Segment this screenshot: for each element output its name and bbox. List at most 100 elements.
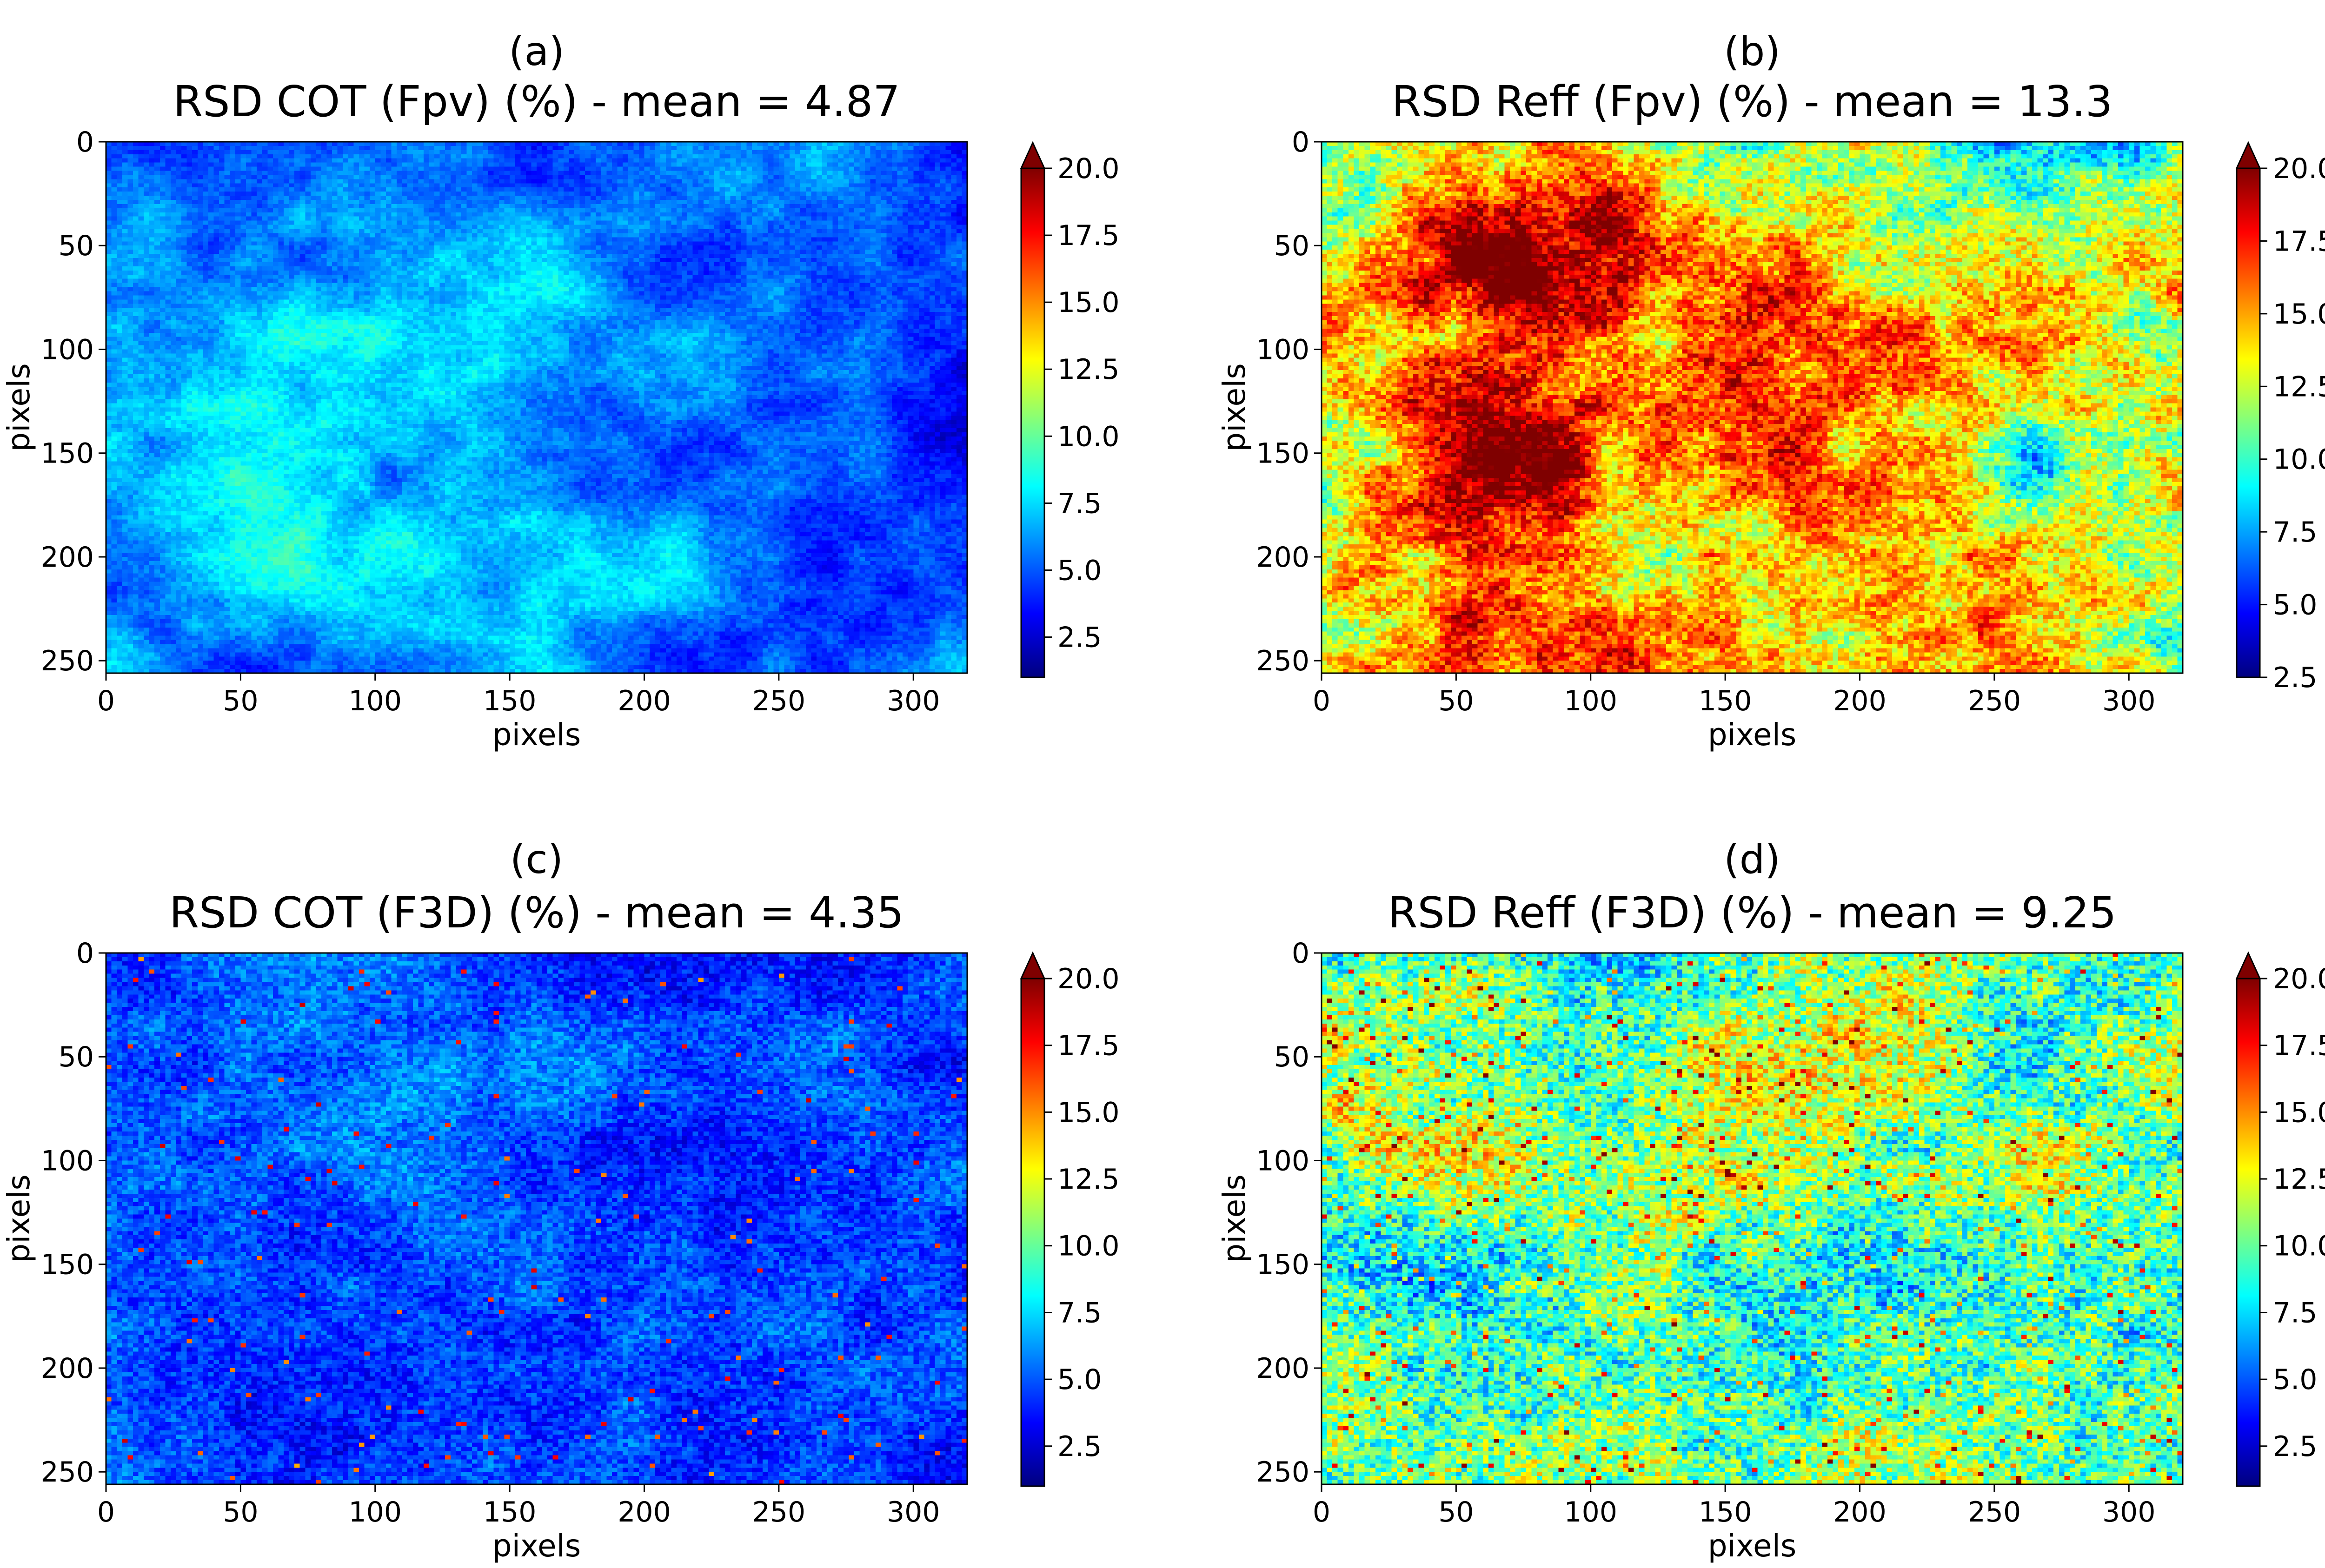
panel-a: (a)RSD COT (Fpv) (%) - mean = 4.87 0 50 100… (1, 28, 1120, 753)
colorbar-tick-label: 20.0 (1057, 152, 1120, 185)
axes-frame (1321, 141, 2184, 674)
colorbar-tick-label: 15.0 (2273, 1096, 2325, 1129)
colorbar-gradient (2237, 979, 2260, 1486)
y-tick-label: 150 (40, 1249, 94, 1281)
x-axis-label: pixels (492, 1528, 581, 1564)
heatmap-image (106, 142, 967, 673)
colorbar-extend-arrow (2235, 141, 2261, 169)
y-tick-label: 250 (1256, 1456, 1309, 1489)
y-tick-label: 200 (40, 541, 94, 574)
heatmap-image (1322, 142, 2183, 673)
colorbar-tick-label: 5.0 (1057, 1363, 1102, 1396)
colorbar-tick-label: 7.5 (2273, 1297, 2317, 1329)
y-tick-label: 0 (1292, 937, 1309, 970)
y-tick-label: 150 (40, 437, 94, 470)
colorbar-frame (2236, 168, 2261, 678)
colorbar-tick-label: 20.0 (2273, 963, 2325, 995)
colorbar-tick-label: 15.0 (1057, 286, 1120, 319)
x-tick-label: 250 (1968, 1496, 2021, 1528)
x-tick-label: 150 (1699, 685, 1752, 717)
x-tick-label: 300 (2102, 685, 2156, 717)
x-tick-label: 50 (1438, 1496, 1474, 1528)
x-tick-label: 300 (887, 1496, 940, 1528)
x-tick-label: 50 (223, 1496, 258, 1528)
y-tick-label: 150 (1256, 437, 1309, 470)
colorbar-tick-label: 10.0 (1057, 420, 1120, 453)
colorbar-tick-label: 12.5 (2273, 370, 2325, 403)
colorbar: 2.5 5.0 7.5 10.0 12.5 15.0 17.5 20.0 (1020, 141, 1120, 678)
y-tick-label: 0 (76, 937, 94, 970)
colorbar-tick-label: 2.5 (2273, 662, 2317, 694)
colorbar-tick-label: 7.5 (1057, 1297, 1102, 1329)
panel-c: (c) RSD COT (F3D) (%) - mean = 4.35 0 50 100… (1, 836, 1120, 1564)
colorbar-tick-label: 17.5 (1057, 219, 1120, 252)
colorbar-frame (2236, 979, 2261, 1487)
y-tick-label: 0 (76, 126, 94, 159)
y-tick-label: 50 (59, 230, 94, 262)
colorbar-tick-label: 2.5 (1057, 1430, 1102, 1463)
x-tick-label: 50 (1438, 685, 1474, 717)
x-tick-label: 200 (618, 685, 671, 717)
x-tick-label: 0 (97, 1496, 115, 1528)
y-tick-label: 250 (1256, 645, 1309, 677)
y-tick-label: 50 (1274, 230, 1309, 262)
colorbar-tick-label: 12.5 (1057, 353, 1120, 386)
panel-title: RSD Reff (Fpv) (%) - mean = 13.3 (1392, 77, 2112, 126)
panel-label: (c) (510, 836, 563, 883)
panel-d: (d) RSD Reff (F3D) (%) - mean = 9.25 0 50 10… (1216, 836, 2325, 1564)
panel-label: (a) (509, 28, 565, 75)
colorbar-tick-label: 7.5 (2273, 516, 2317, 549)
colorbar-tick-label: 10.0 (2273, 443, 2325, 476)
colorbar-gradient (1021, 168, 1044, 677)
x-tick-label: 150 (483, 1496, 537, 1528)
x-tick-label: 150 (483, 685, 537, 717)
colorbar-tick-label: 20.0 (1057, 963, 1120, 995)
colorbar-extend-arrow (1020, 951, 1046, 979)
heatmap-image (1322, 953, 2183, 1484)
colorbar-frame (1020, 979, 1045, 1487)
y-axis-label: pixels (1216, 363, 1252, 452)
x-tick-label: 100 (1564, 1496, 1617, 1528)
y-tick-label: 200 (1256, 541, 1309, 574)
x-tick-label: 200 (1833, 685, 1887, 717)
panel-label: (b) (1724, 28, 1780, 75)
axes-frame (105, 141, 968, 674)
colorbar-tick-label: 17.5 (2273, 225, 2325, 258)
panel-label: (d) (1724, 836, 1780, 883)
colorbar-tick-label: 15.0 (1057, 1096, 1120, 1129)
y-axis-label: pixels (1, 1174, 37, 1263)
colorbar-tick-label: 2.5 (1057, 622, 1102, 654)
x-tick-label: 100 (1564, 685, 1617, 717)
y-tick-label: 100 (1256, 1145, 1309, 1177)
x-axis-label: pixels (1708, 1528, 1797, 1564)
x-axis-label: pixels (1708, 717, 1797, 753)
colorbar-frame (1020, 168, 1045, 678)
axes-frame (105, 952, 968, 1485)
y-tick-label: 200 (1256, 1352, 1309, 1385)
colorbar-extend-arrow (2235, 951, 2261, 979)
colorbar: 2.5 5.0 7.5 10.0 12.5 15.0 17.5 20.0 (2235, 951, 2325, 1487)
x-tick-label: 300 (2102, 1496, 2156, 1528)
x-tick-label: 250 (752, 1496, 806, 1528)
colorbar-tick-label: 10.0 (1057, 1230, 1120, 1263)
colorbar: 2.5 5.0 7.5 10.0 12.5 15.0 17.5 20.0 (2235, 141, 2325, 694)
x-tick-label: 150 (1699, 1496, 1752, 1528)
colorbar-extend-arrow (1020, 141, 1046, 169)
x-tick-label: 250 (752, 685, 806, 717)
x-tick-label: 250 (1968, 685, 2021, 717)
x-tick-label: 0 (1313, 685, 1330, 717)
x-tick-label: 200 (618, 1496, 671, 1528)
colorbar-tick-label: 17.5 (1057, 1030, 1120, 1062)
x-tick-label: 300 (887, 685, 940, 717)
colorbar: 2.5 5.0 7.5 10.0 12.5 15.0 17.5 20.0 (1020, 951, 1120, 1487)
colorbar-gradient (1021, 979, 1044, 1486)
y-axis-label: pixels (1216, 1174, 1252, 1263)
y-tick-label: 250 (40, 645, 94, 677)
x-tick-label: 200 (1833, 1496, 1887, 1528)
colorbar-tick-label: 17.5 (2273, 1030, 2325, 1062)
colorbar-tick-label: 15.0 (2273, 298, 2325, 331)
x-axis-label: pixels (492, 717, 581, 753)
y-tick-label: 100 (40, 333, 94, 366)
y-tick-label: 50 (1274, 1041, 1309, 1073)
colorbar-tick-label: 10.0 (2273, 1230, 2325, 1263)
